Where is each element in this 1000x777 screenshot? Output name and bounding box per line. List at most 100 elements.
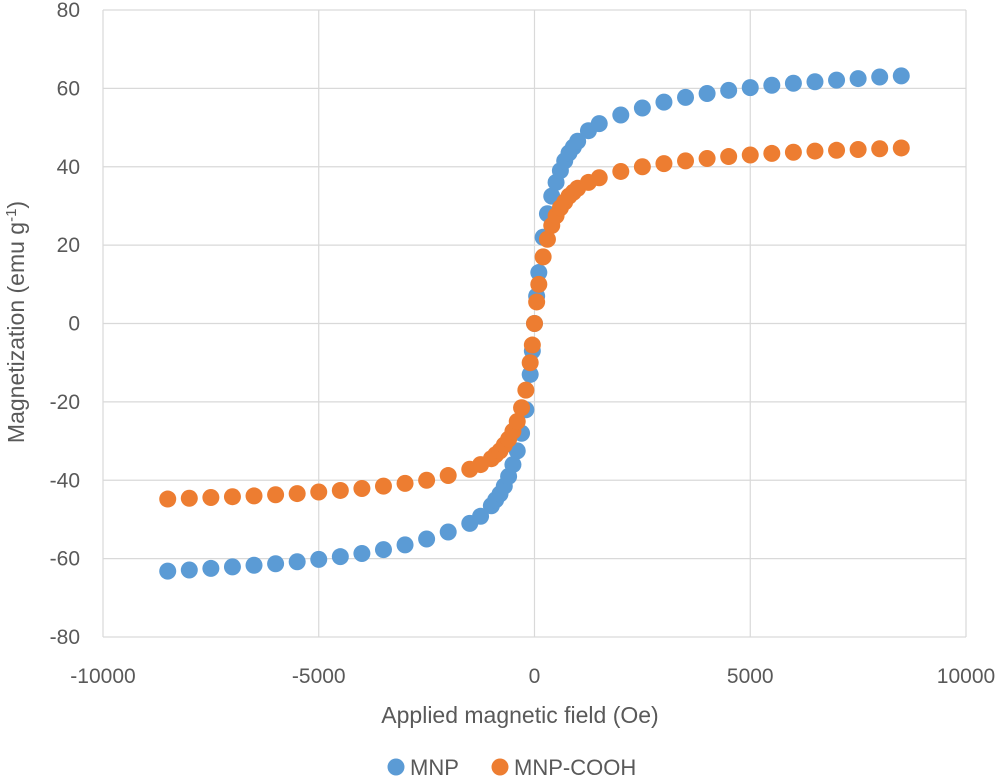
y-tick-label: 80 bbox=[57, 0, 80, 22]
data-point bbox=[763, 144, 781, 162]
data-point bbox=[374, 541, 392, 559]
data-point bbox=[418, 530, 436, 548]
data-point bbox=[508, 442, 526, 460]
data-point bbox=[245, 556, 263, 574]
y-axis-title: Magnetization (emu g-1) bbox=[3, 201, 29, 443]
data-point bbox=[472, 507, 490, 525]
x-tick-label: 5000 bbox=[727, 665, 774, 688]
data-point bbox=[521, 354, 539, 372]
data-point bbox=[288, 553, 306, 571]
y-axis-title-close: ) bbox=[3, 201, 29, 209]
data-point bbox=[590, 169, 608, 187]
y-tick-label: -20 bbox=[50, 391, 80, 414]
data-point bbox=[720, 148, 738, 166]
data-point bbox=[439, 523, 457, 541]
data-point bbox=[418, 471, 436, 489]
data-point bbox=[892, 139, 910, 157]
data-point bbox=[892, 67, 910, 85]
data-point bbox=[267, 555, 285, 573]
data-point bbox=[633, 158, 651, 176]
data-point bbox=[543, 187, 561, 205]
axes: -80 -60 -40 -20 0 20 40 60 80 -10000 -5000 0 5000 100… bbox=[50, 0, 996, 688]
data-point bbox=[508, 412, 526, 430]
data-point bbox=[784, 74, 802, 92]
y-tick-label: -80 bbox=[50, 626, 80, 649]
data-point bbox=[180, 489, 198, 507]
data-point bbox=[331, 548, 349, 566]
y-tick-label: 0 bbox=[68, 313, 80, 336]
data-point bbox=[517, 381, 535, 399]
data-point bbox=[526, 315, 543, 332]
data-point bbox=[849, 141, 867, 159]
data-point bbox=[530, 264, 548, 282]
data-point bbox=[504, 456, 522, 474]
data-point bbox=[288, 485, 306, 503]
data-point bbox=[655, 155, 673, 173]
y-tick-label: 40 bbox=[57, 156, 80, 179]
data-point bbox=[310, 550, 328, 568]
data-point bbox=[590, 115, 608, 133]
y-tick-label: 20 bbox=[57, 234, 80, 257]
legend-label: MNP-COOH bbox=[514, 755, 636, 777]
data-point bbox=[267, 486, 285, 504]
data-point bbox=[202, 488, 220, 506]
data-point bbox=[698, 150, 716, 168]
data-point bbox=[439, 467, 457, 485]
y-axis-title-superscript: -1 bbox=[3, 209, 20, 222]
data-point bbox=[806, 142, 824, 160]
data-point bbox=[612, 106, 630, 124]
legend: MNP MNP-COOH bbox=[387, 755, 636, 777]
data-point bbox=[523, 336, 541, 354]
data-point bbox=[374, 477, 392, 495]
data-point bbox=[521, 365, 539, 383]
x-tick-label: -5000 bbox=[292, 665, 346, 688]
data-point bbox=[396, 474, 414, 492]
data-point bbox=[849, 70, 867, 88]
x-axis-title: Applied magnetic field (Oe) bbox=[381, 702, 658, 728]
data-point bbox=[677, 88, 695, 106]
data-point bbox=[871, 140, 889, 158]
data-point bbox=[159, 490, 177, 508]
data-point bbox=[720, 81, 738, 99]
data-point bbox=[310, 483, 328, 501]
data-point bbox=[159, 562, 177, 580]
y-tick-label: -40 bbox=[50, 469, 80, 492]
data-point bbox=[871, 68, 889, 86]
x-tick-label: 0 bbox=[529, 665, 541, 688]
data-point bbox=[513, 399, 531, 417]
data-point bbox=[534, 248, 552, 266]
data-point bbox=[245, 487, 263, 505]
series-markers bbox=[159, 67, 910, 580]
data-point bbox=[353, 545, 371, 563]
data-point bbox=[538, 230, 556, 248]
series-mnp-cooh bbox=[159, 139, 910, 508]
data-point bbox=[633, 99, 651, 117]
legend-marker bbox=[387, 758, 405, 776]
data-point bbox=[828, 71, 846, 89]
data-point bbox=[223, 488, 241, 506]
data-point bbox=[180, 561, 198, 579]
legend-label: MNP bbox=[410, 755, 459, 777]
data-point bbox=[396, 536, 414, 554]
data-point bbox=[763, 76, 781, 94]
data-point bbox=[741, 146, 759, 164]
data-point bbox=[806, 73, 824, 91]
data-point bbox=[677, 152, 695, 170]
x-tick-label: 10000 bbox=[937, 665, 995, 688]
data-point bbox=[612, 162, 630, 180]
data-point bbox=[331, 481, 349, 499]
y-axis-title-main: Magnetization (emu g bbox=[3, 222, 29, 443]
y-tick-label: -60 bbox=[50, 548, 80, 571]
data-point bbox=[741, 79, 759, 97]
data-point bbox=[828, 141, 846, 159]
y-tick-label: 60 bbox=[57, 77, 80, 100]
data-point bbox=[530, 275, 548, 293]
data-point bbox=[353, 479, 371, 497]
data-point bbox=[569, 132, 587, 150]
data-point bbox=[528, 293, 546, 311]
legend-marker bbox=[491, 758, 509, 776]
data-point bbox=[223, 558, 241, 576]
data-point bbox=[784, 143, 802, 161]
data-point bbox=[202, 559, 220, 577]
